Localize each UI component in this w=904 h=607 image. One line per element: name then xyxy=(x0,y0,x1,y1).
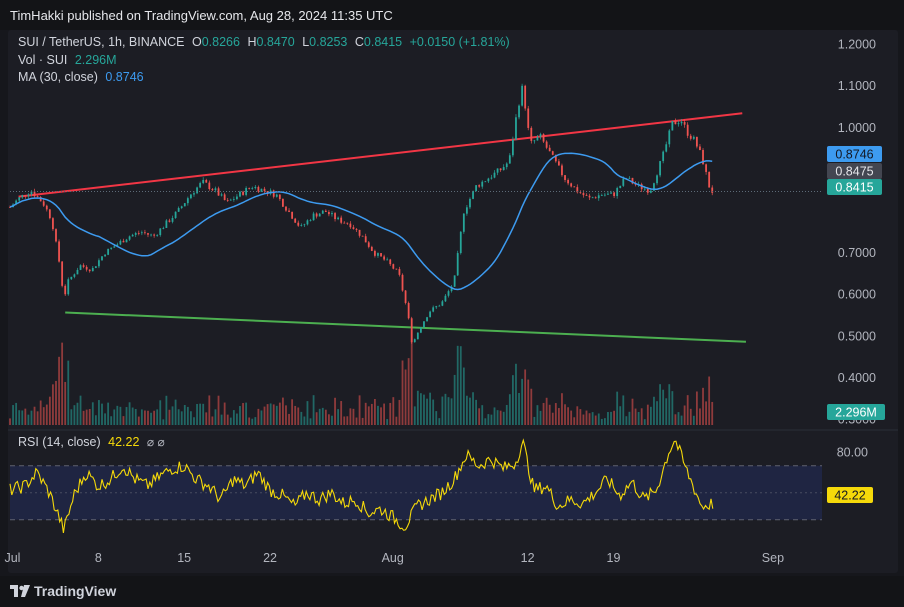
high-label: H xyxy=(247,35,257,49)
low-label: L xyxy=(302,35,310,49)
change-value: +0.0150 (+1.81%) xyxy=(409,35,510,49)
open-value: 0.8266 xyxy=(201,35,240,49)
tradingview-logo-icon xyxy=(10,585,30,597)
publish-header: TimHakki published on TradingView.com, A… xyxy=(0,0,904,30)
rsi-settings-icon[interactable]: ⌀ ⌀ xyxy=(146,435,165,449)
symbol-title: SUI / TetherUS, 1h, BINANCE xyxy=(18,35,185,49)
close-label: C xyxy=(354,35,364,49)
rsi-legend: RSI (14, close) 42.22 ⌀ ⌀ xyxy=(18,434,165,450)
brand-text: TradingView xyxy=(34,583,117,599)
close-value: 0.8415 xyxy=(363,35,403,49)
open-label: O xyxy=(191,35,202,49)
volume-label: Vol · SUI xyxy=(18,53,68,67)
ma-label: MA (30, close) xyxy=(18,70,98,84)
volume-legend: Vol · SUI 2.296M xyxy=(18,52,117,68)
ma-legend: MA (30, close) 0.8746 xyxy=(18,69,144,85)
symbol-legend: SUI / TetherUS, 1h, BINANCE O0.8266 H0.8… xyxy=(18,34,510,50)
volume-value: 2.296M xyxy=(74,53,117,67)
low-value: 0.8253 xyxy=(309,35,348,49)
rsi-value: 42.22 xyxy=(108,435,140,449)
rsi-label: RSI (14, close) xyxy=(18,435,101,449)
publisher-text: TimHakki published on TradingView.com, A… xyxy=(10,8,393,23)
chart-frame[interactable] xyxy=(8,30,898,573)
footer: TradingView xyxy=(0,576,904,607)
ma-value: 0.8746 xyxy=(105,70,144,84)
high-value: 0.8470 xyxy=(256,35,295,49)
